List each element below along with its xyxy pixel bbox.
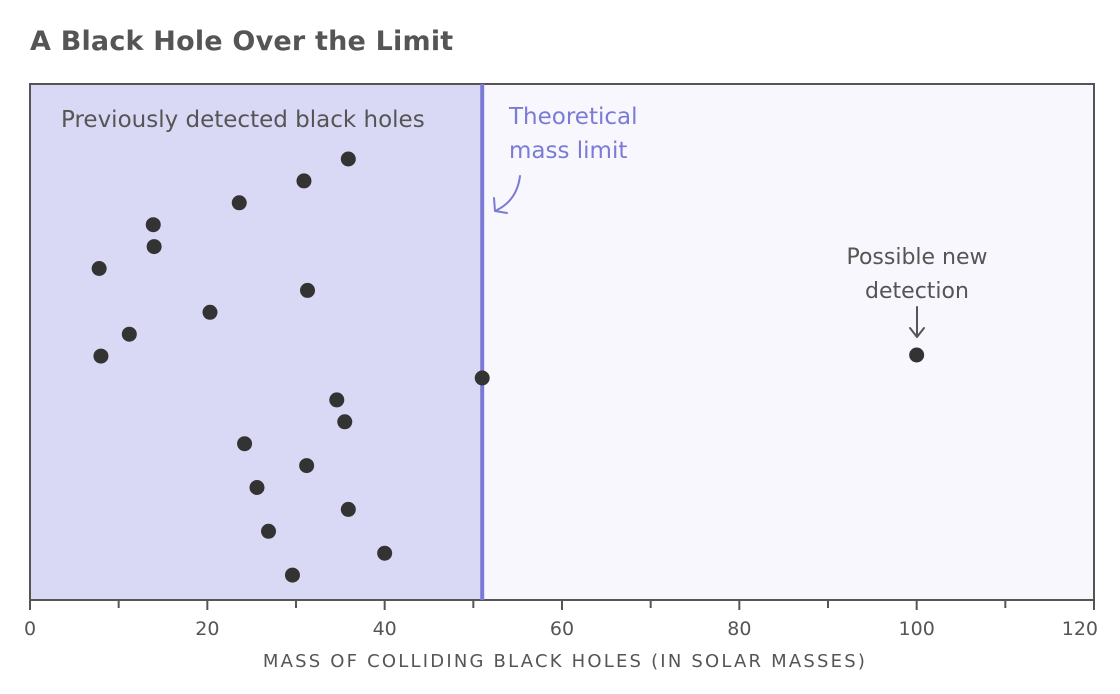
x-tick-label: 40 (373, 618, 397, 640)
detected-black-hole-point (377, 545, 393, 561)
new-detection-label-line-2: detection (865, 279, 969, 304)
limit-arrowhead-icon (493, 197, 508, 214)
x-tick-label: 0 (24, 618, 36, 640)
x-tick-label: 80 (727, 618, 751, 640)
detected-black-hole-point (300, 282, 316, 298)
x-tick-label: 100 (899, 618, 935, 640)
detected-black-hole-point (329, 392, 345, 408)
new-detection-arrowhead-icon (909, 327, 925, 338)
detected-black-hole-point (237, 436, 253, 452)
limit-label-line-2: mass limit (509, 138, 627, 164)
detected-black-hole-point (284, 567, 300, 583)
detected-black-hole-point (261, 523, 277, 539)
detected-black-hole-point (231, 195, 247, 211)
detected-black-hole-point (91, 261, 107, 276)
new-detection-point (909, 347, 925, 363)
detected-black-hole-point (474, 370, 490, 386)
detected-black-hole-point (146, 239, 162, 255)
detected-black-hole-point (145, 217, 161, 233)
x-tick-label: 120 (1062, 618, 1098, 640)
limit-arrow-icon (496, 175, 521, 211)
chart-title: A Black Hole Over the Limit (30, 26, 454, 57)
new-detection-label-line-1: Possible new (846, 245, 987, 270)
detected-black-hole-point (340, 501, 356, 517)
x-tick-label: 20 (195, 618, 219, 640)
x-axis: 0 20 40 60 80 100 120 (24, 600, 1098, 640)
detected-black-hole-point (299, 458, 315, 474)
detected-black-hole-point (249, 480, 265, 495)
shaded-region-label: Previously detected black holes (61, 107, 425, 133)
x-axis-label: MASS OF COLLIDING BLACK HOLES (IN SOLAR … (263, 651, 867, 672)
detected-black-hole-point (202, 304, 218, 320)
detected-black-hole-point (337, 414, 353, 430)
limit-label-line-1: Theoretical (508, 104, 638, 130)
detected-black-hole-point (93, 348, 109, 364)
detected-black-hole-point (340, 151, 356, 167)
detected-black-hole-point (296, 173, 312, 189)
scatter-points (91, 151, 925, 583)
detected-black-hole-point (121, 326, 137, 342)
x-tick-label: 60 (550, 618, 574, 640)
shaded-region (30, 84, 483, 600)
